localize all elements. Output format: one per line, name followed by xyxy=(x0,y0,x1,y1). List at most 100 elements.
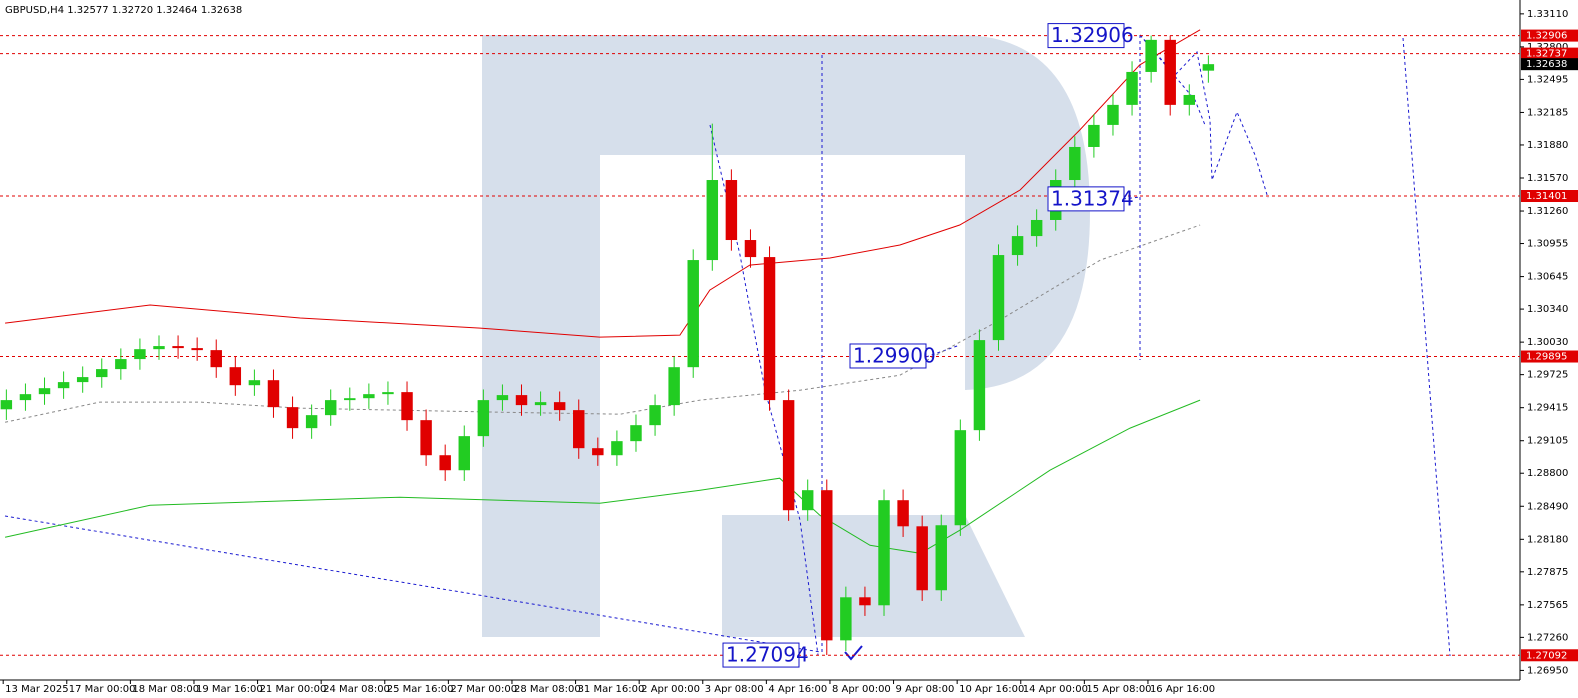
candle-body xyxy=(821,490,833,641)
x-tick-label: 3 Apr 08:00 xyxy=(705,684,764,695)
x-tick-label: 9 Apr 08:00 xyxy=(896,684,955,695)
level-tag-bg xyxy=(1521,649,1578,662)
candle-body xyxy=(878,500,890,606)
candle-body xyxy=(725,180,738,241)
moving-average xyxy=(5,29,1201,338)
candle-body xyxy=(1183,94,1196,105)
candle-body xyxy=(840,597,852,641)
chart-title: GBPUSD,H4 1.32577 1.32720 1.32464 1.3263… xyxy=(5,5,242,16)
candle-body xyxy=(286,407,299,429)
y-tick-label: 1.30030 xyxy=(1527,337,1568,348)
candle-body xyxy=(630,425,642,442)
candle-body xyxy=(611,441,623,456)
x-tick-label: 4 Apr 16:00 xyxy=(768,684,827,695)
y-tick-label: 1.32800 xyxy=(1527,42,1568,53)
watermark xyxy=(482,35,1090,637)
candle-body xyxy=(687,260,699,368)
candle-body xyxy=(782,400,795,511)
candle-body xyxy=(935,525,947,591)
candle-body xyxy=(344,398,356,401)
y-tick-label: 1.26950 xyxy=(1527,665,1568,676)
candle-body xyxy=(1011,236,1024,256)
candle-body xyxy=(0,400,13,410)
candle-body xyxy=(1030,219,1043,237)
candle-body xyxy=(191,348,203,351)
candle-body xyxy=(1202,64,1215,71)
x-tick-label: 14 Apr 00:00 xyxy=(1023,684,1088,695)
y-tick-label: 1.27875 xyxy=(1527,567,1568,578)
candle-body xyxy=(668,367,680,406)
candle-body xyxy=(916,526,928,591)
y-tick-label: 1.29725 xyxy=(1527,370,1568,381)
y-tick-label: 1.33110 xyxy=(1527,9,1568,20)
x-tick-label: 17 Mar 00:00 xyxy=(69,684,136,695)
candle-body xyxy=(458,436,470,471)
candle-body xyxy=(134,349,146,360)
candle-body xyxy=(534,402,547,406)
candle-body xyxy=(1088,124,1100,147)
annotation-label: 1.29900 xyxy=(853,343,936,367)
y-tick-label: 1.28490 xyxy=(1527,501,1568,512)
candle-body xyxy=(1164,39,1176,105)
y-tick-label: 1.30340 xyxy=(1527,304,1568,315)
candle-body xyxy=(477,400,490,437)
candle-body xyxy=(229,367,242,386)
candle-body xyxy=(439,455,451,471)
annotation-box xyxy=(849,343,927,369)
candle-body xyxy=(801,490,814,511)
y-tick-label: 1.31260 xyxy=(1527,206,1568,217)
candle-body xyxy=(859,597,871,606)
candle-body xyxy=(210,350,222,368)
x-tick-label: 18 Mar 08:00 xyxy=(132,684,199,695)
candle-body xyxy=(57,382,70,389)
x-tick-label: 25 Mar 16:00 xyxy=(387,684,454,695)
x-tick-label: 31 Mar 16:00 xyxy=(578,684,645,695)
candle-body xyxy=(382,392,394,395)
x-tick-label: 21 Mar 00:00 xyxy=(260,684,327,695)
y-tick-label: 1.28800 xyxy=(1527,468,1568,479)
candle-body xyxy=(897,500,909,527)
y-tick-label: 1.31880 xyxy=(1527,140,1568,151)
annotation-box xyxy=(1047,186,1125,212)
candle-body xyxy=(38,388,51,395)
moving-average xyxy=(4,399,1201,554)
candle-body xyxy=(267,380,280,408)
check-mark xyxy=(844,645,863,661)
candle-body xyxy=(573,410,585,449)
level-tag-bg xyxy=(1521,29,1578,42)
y-tick-label: 1.31570 xyxy=(1527,173,1568,184)
candle-body xyxy=(305,415,318,429)
candle-body xyxy=(153,346,165,350)
level-tag: 1.29895 xyxy=(1526,352,1567,363)
candle-body xyxy=(1126,71,1138,105)
current-price-tag-bg xyxy=(1521,58,1578,71)
candle-body xyxy=(649,405,661,426)
candle-body xyxy=(515,395,528,406)
y-tick-label: 1.32185 xyxy=(1527,107,1568,118)
y-tick-label: 1.27260 xyxy=(1527,632,1568,643)
y-tick-label: 1.27565 xyxy=(1527,600,1568,611)
level-tag: 1.32737 xyxy=(1526,49,1567,60)
candle-body xyxy=(954,430,967,526)
candle-body xyxy=(1107,104,1119,125)
candle-body xyxy=(592,448,604,456)
y-tick-label: 1.28180 xyxy=(1527,534,1568,545)
annotation-label: 1.31374 xyxy=(1051,186,1134,210)
annotation-label: 1.27094 xyxy=(726,643,809,667)
x-tick-label: 24 Mar 08:00 xyxy=(323,684,390,695)
candle-body xyxy=(1069,146,1081,181)
level-tag-bg xyxy=(1521,190,1578,203)
candle-body xyxy=(553,402,566,411)
candle-body xyxy=(76,377,89,383)
candle-body xyxy=(324,400,337,416)
x-tick-label: 2 Apr 00:00 xyxy=(641,684,700,695)
x-tick-label: 15 Apr 08:00 xyxy=(1086,684,1151,695)
y-tick-label: 1.32495 xyxy=(1527,74,1568,85)
x-tick-label: 27 Mar 00:00 xyxy=(450,684,517,695)
candle-body xyxy=(115,359,127,370)
candle-body xyxy=(248,380,261,386)
level-tag-bg xyxy=(1521,47,1578,60)
candle-body xyxy=(973,340,986,431)
x-tick-label: 13 Mar 2025 xyxy=(5,684,68,695)
